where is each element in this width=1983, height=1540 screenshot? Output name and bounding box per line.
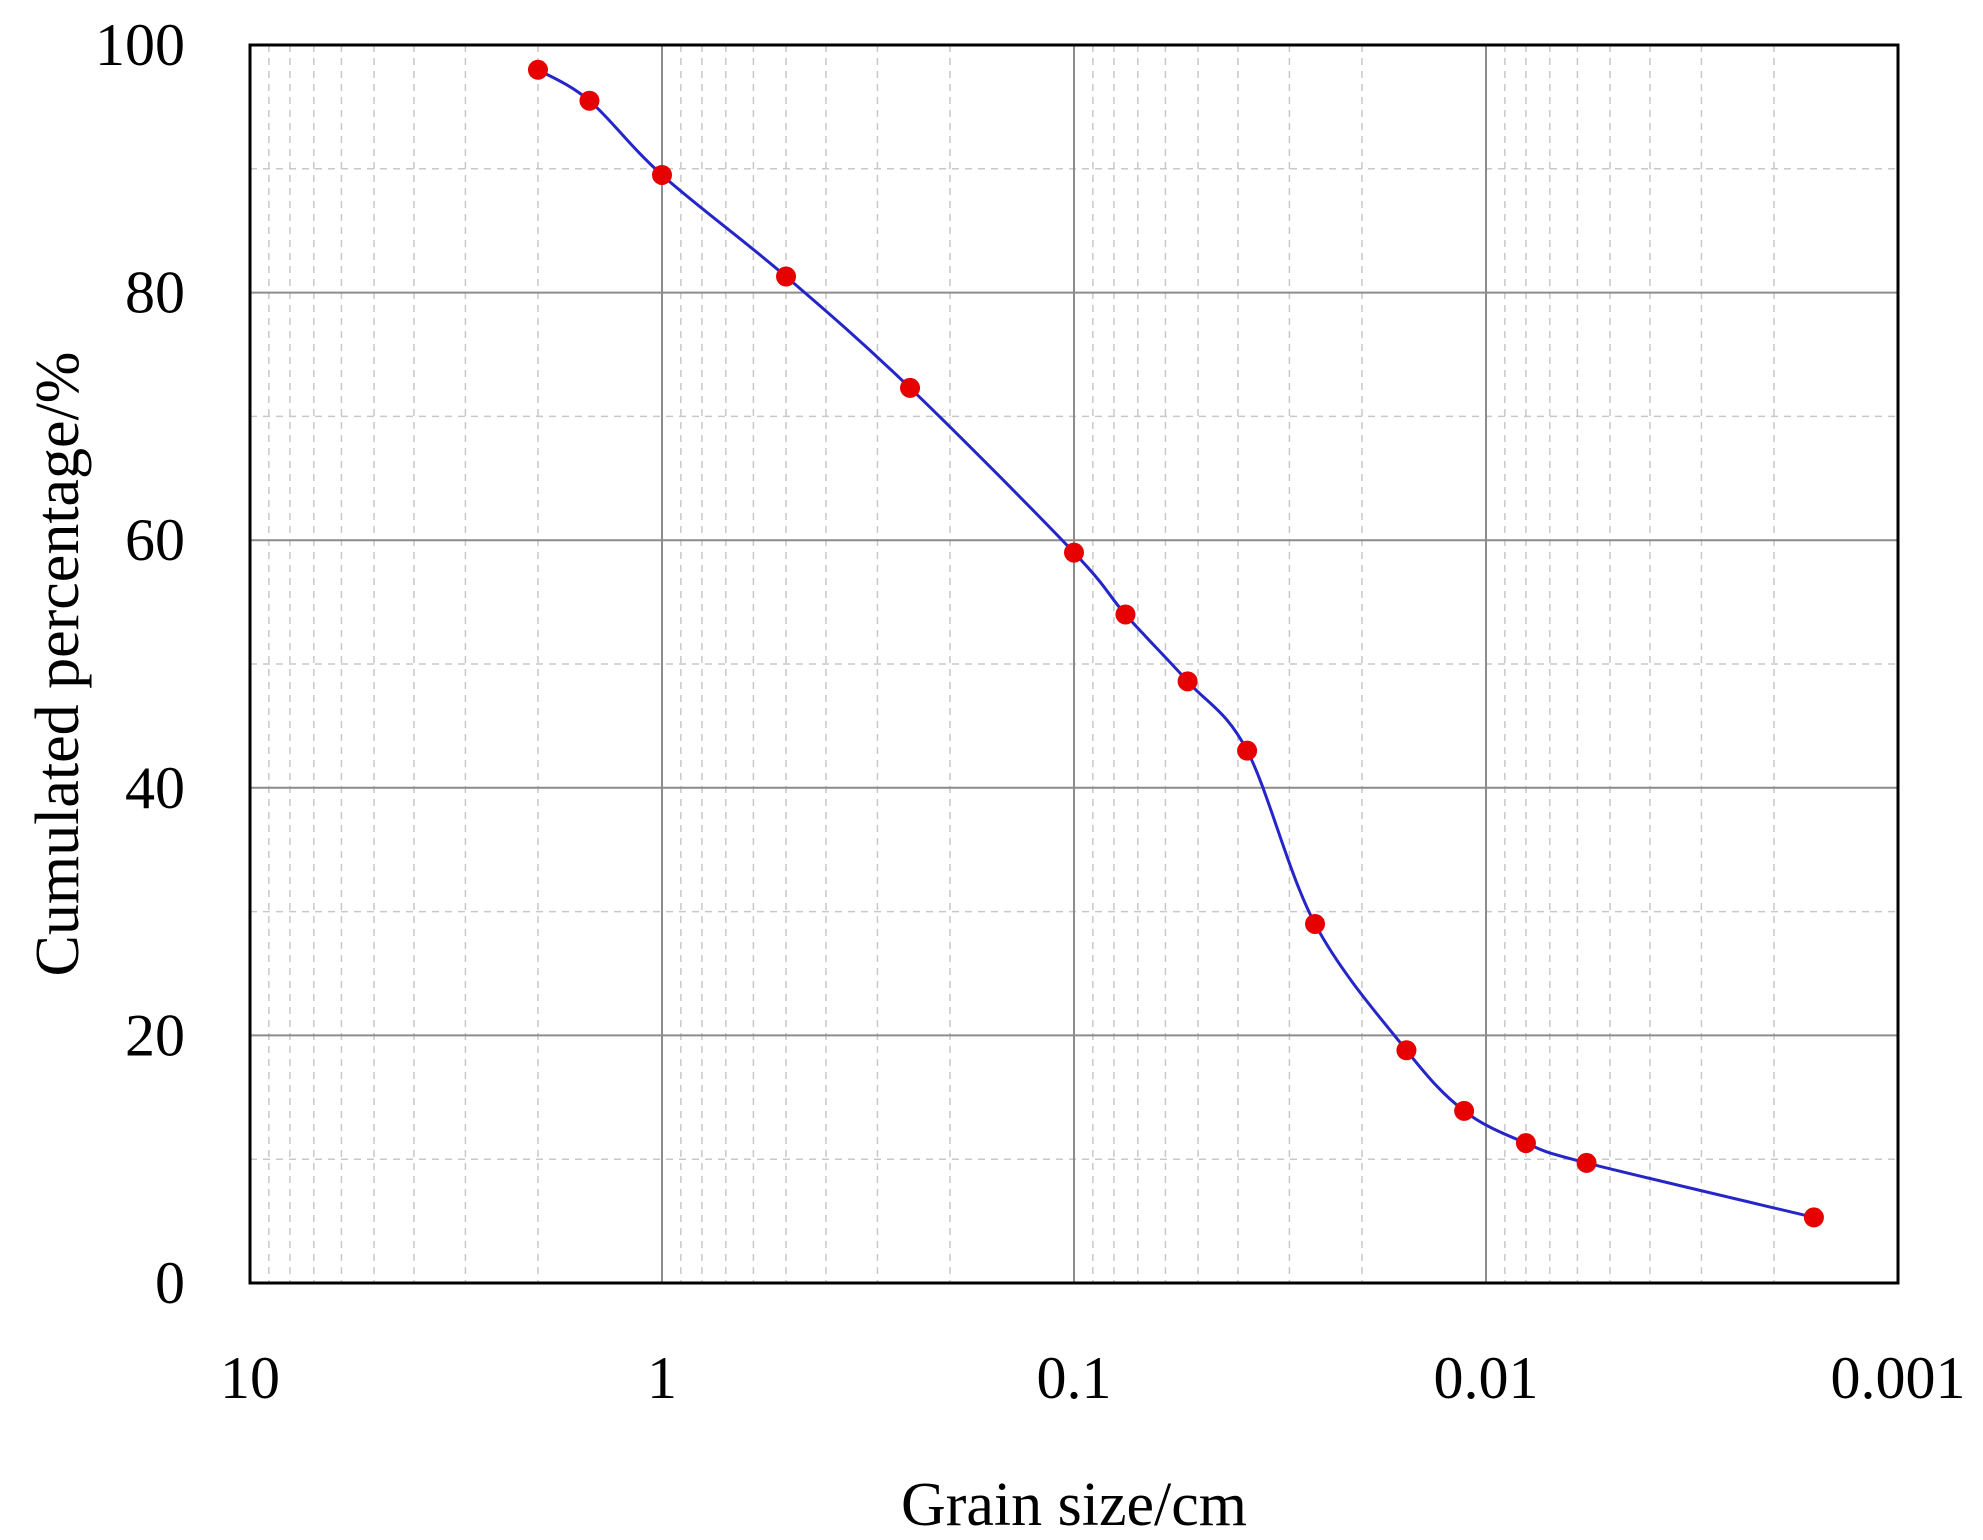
data-point [1576, 1152, 1597, 1173]
x-tick-label: 0.001 [1831, 1345, 1966, 1411]
data-point [1515, 1133, 1536, 1154]
y-axis-title: Cumulated percentage/% [24, 352, 92, 977]
x-tick-label: 1 [647, 1345, 677, 1411]
data-point [1454, 1100, 1475, 1121]
data-point [527, 59, 548, 80]
plot-frame [248, 43, 1900, 1285]
x-tick-labels: 10 1 0.1 0.01 0.001 [220, 1345, 1966, 1411]
data-point [1305, 913, 1326, 934]
y-tick-label: 20 [125, 1002, 185, 1068]
cumulative-curve [537, 68, 1815, 1219]
y-tick-label: 80 [125, 260, 185, 326]
y-tick-label: 100 [95, 12, 185, 78]
y-tick-label: 60 [125, 507, 185, 573]
data-point [1396, 1040, 1417, 1061]
data-point [776, 266, 797, 287]
data-point [1064, 542, 1084, 563]
data-point [1803, 1207, 1824, 1228]
x-tick-label: 10 [220, 1345, 280, 1411]
data-point [1237, 740, 1258, 761]
data-point [900, 377, 921, 398]
data-point [579, 90, 600, 111]
x-tick-label: 0.1 [1037, 1345, 1112, 1411]
y-tick-label: 0 [155, 1250, 185, 1316]
data-point [652, 164, 672, 185]
y-tick-label: 40 [125, 755, 185, 821]
major-grid [250, 45, 1898, 1283]
y-tick-labels: 0 20 40 60 80 100 [95, 12, 185, 1316]
data-point [1177, 671, 1198, 692]
x-tick-label: 0.01 [1434, 1345, 1539, 1411]
data-point [1115, 604, 1136, 625]
data-markers [527, 59, 1824, 1228]
x-axis-title: Grain size/cm [901, 1471, 1247, 1539]
